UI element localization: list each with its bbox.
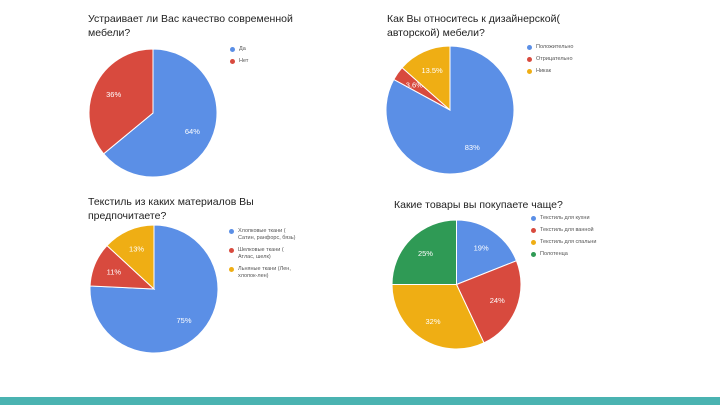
pie-slice-4-2 (455, 260, 522, 344)
chart-title-1: Устраивает ли Вас качество современной м… (88, 13, 293, 39)
pie-chart-4: 19% 24% 32% 25% (391, 219, 522, 350)
slice-label-2-3: 13.5% (421, 66, 443, 75)
legend-1: Да Нет (230, 46, 290, 70)
legend-label: Текстиль для кухни (540, 215, 590, 221)
chart-title-3: Текстиль из каких материалов Вы предпочи… (88, 196, 254, 222)
pie-slice-4-1 (456, 219, 518, 286)
legend-item-4-1: Текстиль для кухни (531, 215, 606, 222)
pie-slice-1-1 (102, 48, 218, 178)
legend-dot-icon (229, 267, 234, 272)
legend-label: Положительно (536, 44, 574, 50)
legend-dot-icon (527, 45, 532, 50)
legend-4: Текстиль для кухни Текстиль для ванной Тек… (531, 215, 606, 263)
legend-3: Хлопковые ткани ( Сатин, ранфорс, бязь) Ш… (229, 228, 301, 285)
pie-chart-3: 75% 11% 13% (89, 224, 219, 354)
pie-slice-4-3 (391, 284, 485, 350)
slice-label-2-1: 83% (465, 143, 480, 152)
slice-label-1-2: 36% (106, 90, 121, 99)
pie-chart-2: 83% 3.6% 13.5% (385, 45, 515, 175)
legend-label: Да (239, 46, 246, 52)
slice-label-4-2: 24% (490, 296, 505, 305)
slice-label-3-2: 11% (107, 268, 122, 277)
legend-label: Текстиль для спальни (540, 239, 597, 245)
legend-label: Никак (536, 68, 552, 74)
legend-label: Текстиль для ванной (540, 227, 594, 233)
pie-chart-1: 64% 36% (88, 48, 218, 178)
pie-slice-4-4 (391, 219, 457, 285)
slice-label-4-1: 19% (474, 244, 489, 253)
legend-dot-icon (527, 57, 532, 62)
legend-item-3-1: Хлопковые ткани ( Сатин, ранфорс, бязь) (229, 228, 301, 242)
legend-item-1-2: Нет (230, 58, 290, 65)
legend-item-3-3: Льняные ткани (Лен, хлопок-лен) (229, 266, 301, 280)
legend-item-4-3: Текстиль для спальни (531, 239, 606, 246)
legend-dot-icon (230, 47, 235, 52)
pie-slice-2-3 (401, 45, 451, 112)
legend-label: Льняные ткани (Лен, хлопок-лен) (238, 266, 291, 279)
legend-2: Положительно Отрицательно Никак (527, 44, 602, 80)
legend-item-1-1: Да (230, 46, 290, 53)
legend-dot-icon (230, 59, 235, 64)
chart-title-4: Какие товары вы покупаете чаще? (394, 199, 563, 211)
slice-label-3-1: 75% (177, 316, 192, 325)
legend-label: Нет (239, 58, 249, 64)
legend-item-2-3: Никак (527, 68, 602, 75)
legend-item-4-4: Полотенца (531, 251, 606, 258)
legend-label: Шелковые ткани ( Атлас, шелк) (238, 247, 284, 260)
legend-dot-icon (531, 252, 536, 257)
legend-label: Хлопковые ткани ( Сатин, ранфорс, бязь) (238, 228, 296, 241)
legend-label: Полотенца (540, 251, 568, 257)
legend-item-4-2: Текстиль для ванной (531, 227, 606, 234)
legend-dot-icon (531, 240, 536, 245)
slice-label-4-4: 25% (418, 249, 433, 258)
legend-dot-icon (531, 216, 536, 221)
legend-dot-icon (229, 229, 234, 234)
legend-item-3-2: Шелковые ткани ( Атлас, шелк) (229, 247, 301, 261)
legend-item-2-2: Отрицательно (527, 56, 602, 63)
slice-label-4-3: 32% (425, 317, 440, 326)
chart-title-2: Как Вы относитесь к дизайнерской( авторс… (387, 13, 560, 39)
slice-label-2-2: 3.6% (406, 81, 423, 90)
pie-slice-3-3 (106, 224, 155, 291)
legend-label: Отрицательно (536, 56, 573, 62)
slice-label-3-3: 13% (129, 245, 144, 254)
footer-bar (0, 397, 720, 405)
legend-dot-icon (229, 248, 234, 253)
legend-item-2-1: Положительно (527, 44, 602, 51)
legend-dot-icon (531, 228, 536, 233)
legend-dot-icon (527, 69, 532, 74)
slice-label-1-1: 64% (185, 127, 200, 136)
pie-slice-1-2 (88, 48, 154, 155)
